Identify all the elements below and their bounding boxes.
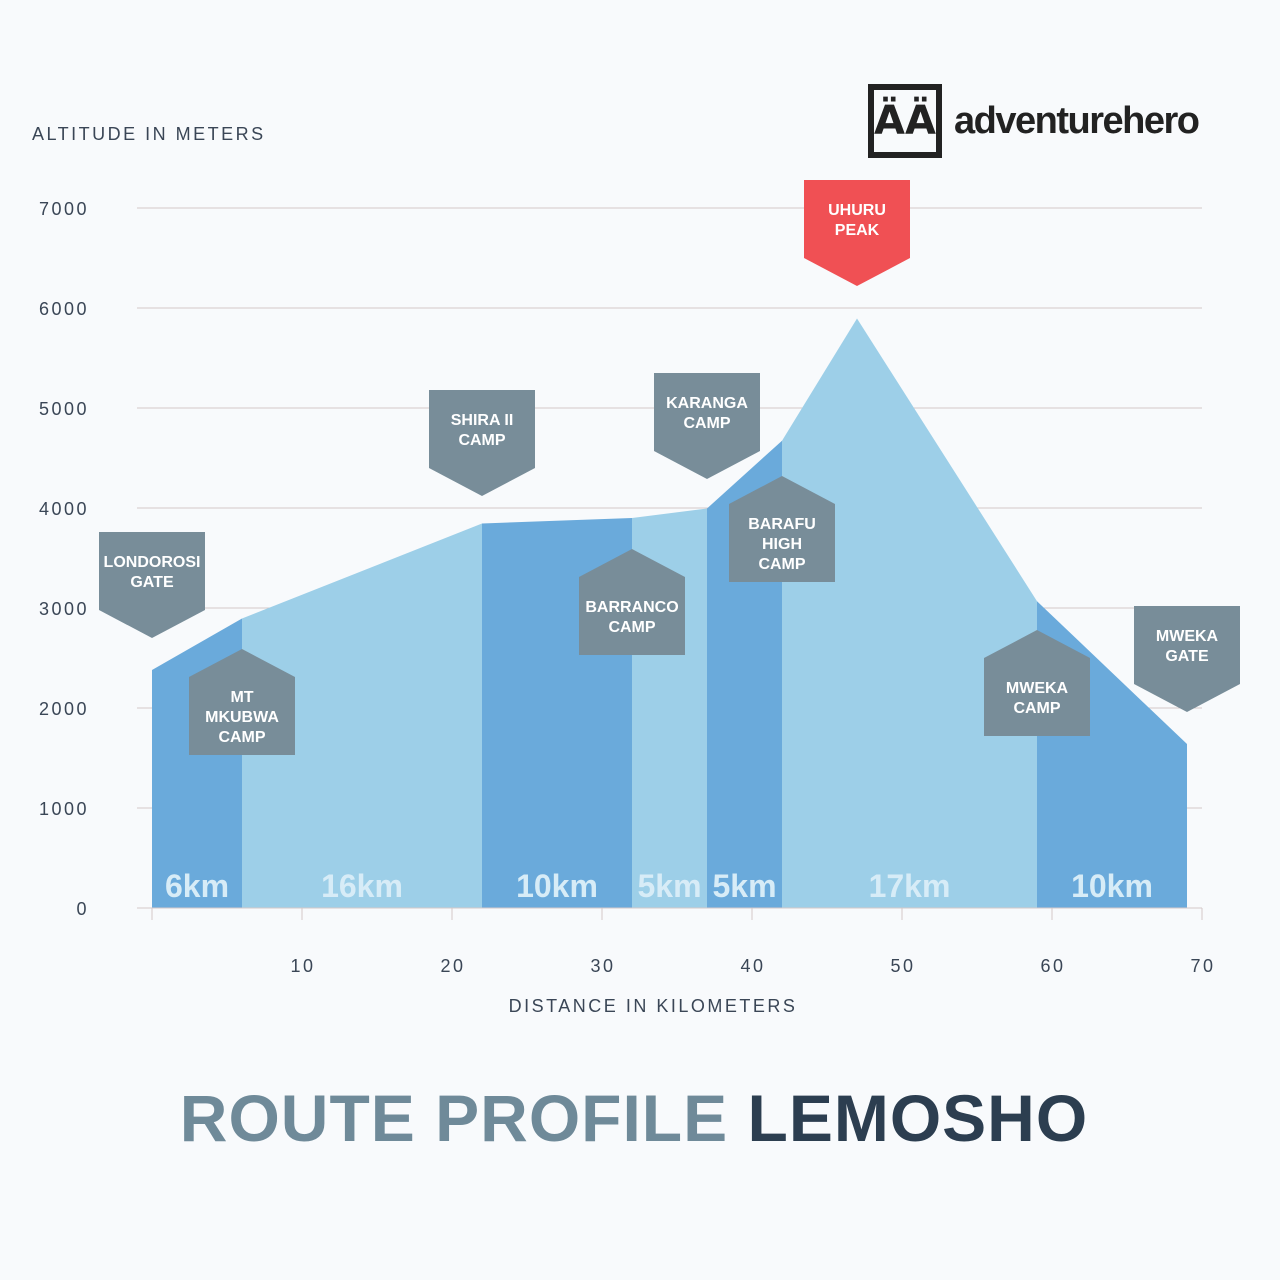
camp-marker-label-8: CAMP <box>1013 700 1060 717</box>
y-tick-label-5000: 5000 <box>39 399 89 419</box>
camp-marker-label-9: GATE <box>1165 648 1209 665</box>
brand-name: adventurehero <box>954 99 1200 142</box>
x-tick-label-40: 40 <box>740 956 765 976</box>
camp-marker-label-5: KARANGA <box>666 395 748 412</box>
camp-marker-label-7: PEAK <box>835 222 880 239</box>
y-tick-label-3000: 3000 <box>39 599 89 619</box>
y-tick-label-4000: 4000 <box>39 499 89 519</box>
camp-marker-shape-1 <box>99 532 205 638</box>
logo-mark-icon: ÄÄ <box>868 84 942 158</box>
camp-marker-label-4: BARRANCO <box>585 599 678 616</box>
camp-marker-5: KARANGA CAMP <box>654 373 760 479</box>
camp-marker-shape-7 <box>804 180 910 286</box>
y-axis-title: ALTITUDE IN METERS <box>32 124 266 144</box>
camp-marker-label-4: CAMP <box>608 619 655 636</box>
x-axis-title: DISTANCE IN KILOMETERS <box>508 996 798 1016</box>
camp-marker-shape-3 <box>429 390 535 496</box>
camp-marker-6: BARAFU HIGH CAMP <box>729 476 835 582</box>
camp-marker-label-7: UHURU <box>828 202 886 219</box>
x-tick-label-60: 60 <box>1040 956 1065 976</box>
route-segment-2 <box>242 523 482 908</box>
camp-marker-shape-6 <box>729 476 835 582</box>
x-tick-label-50: 50 <box>890 956 915 976</box>
y-tick-label-1000: 1000 <box>39 799 89 819</box>
segment-distance-label-7: 10km <box>1071 868 1153 904</box>
camp-marker-label-1: GATE <box>130 574 174 591</box>
title-part-route-name: LEMOSHO <box>747 1081 1089 1155</box>
camp-marker-1: LONDOROSI GATE <box>99 532 205 638</box>
y-tick-label-0: 0 <box>76 899 89 919</box>
camp-marker-7: UHURU PEAK <box>804 180 910 286</box>
camp-marker-shape-5 <box>654 373 760 479</box>
y-tick-label-6000: 6000 <box>39 299 89 319</box>
camp-marker-label-2: MKUBWA <box>205 709 279 726</box>
x-tick-label-20: 20 <box>440 956 465 976</box>
y-tick-label-2000: 2000 <box>39 699 89 719</box>
camp-marker-label-8: MWEKA <box>1006 680 1069 697</box>
camp-marker-label-2: CAMP <box>218 729 265 746</box>
camp-marker-shape-8 <box>984 630 1090 736</box>
camp-marker-label-9: MWEKA <box>1156 628 1219 645</box>
y-tick-label-7000: 7000 <box>39 199 89 219</box>
camp-marker-8: MWEKA CAMP <box>984 630 1090 736</box>
camp-marker-label-6: CAMP <box>758 556 805 573</box>
camp-marker-4: BARRANCO CAMP <box>579 549 685 655</box>
camp-marker-shape-9 <box>1134 606 1240 712</box>
camp-marker-label-1: LONDOROSI <box>104 554 201 571</box>
camp-marker-3: SHIRA II CAMP <box>429 390 535 496</box>
camp-marker-2: MT MKUBWA CAMP <box>189 649 295 755</box>
route-segment-6 <box>782 318 1037 908</box>
segment-distance-label-1: 6km <box>165 868 229 904</box>
x-tick-label-30: 30 <box>590 956 615 976</box>
camp-marker-label-5: CAMP <box>683 415 730 432</box>
camp-marker-label-2: MT <box>230 689 253 706</box>
camp-marker-label-3: SHIRA II <box>451 412 514 429</box>
camp-marker-9: MWEKA GATE <box>1134 606 1240 712</box>
camp-marker-shape-4 <box>579 549 685 655</box>
segment-distance-label-3: 10km <box>516 868 598 904</box>
page-title: ROUTE PROFILE LEMOSHO <box>0 1080 1268 1156</box>
segment-distance-label-4: 5km <box>637 868 701 904</box>
camp-marker-label-6: BARAFU <box>748 516 816 533</box>
x-tick-label-70: 70 <box>1190 956 1215 976</box>
camp-marker-label-6: HIGH <box>762 536 802 553</box>
camp-marker-shape-2 <box>189 649 295 755</box>
segment-distance-label-2: 16km <box>321 868 403 904</box>
title-part-route-profile: ROUTE PROFILE <box>179 1081 729 1155</box>
adventurehero-logo: ÄÄ adventurehero <box>868 84 1200 158</box>
segment-distance-label-5: 5km <box>712 868 776 904</box>
x-tick-label-10: 10 <box>290 956 315 976</box>
camp-marker-label-3: CAMP <box>458 432 505 449</box>
segment-distance-label-6: 17km <box>869 868 951 904</box>
